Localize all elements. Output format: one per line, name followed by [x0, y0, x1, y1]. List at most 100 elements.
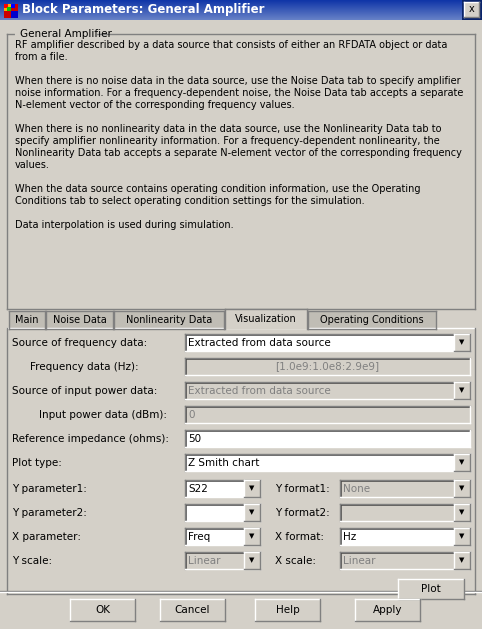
Text: RF amplifier described by a data source that consists of either an RFDATA object: RF amplifier described by a data source …: [15, 40, 447, 50]
Bar: [185, 504, 260, 521]
Bar: [464, 2, 479, 17]
Bar: [340, 504, 470, 521]
Bar: [0, 12, 462, 13]
Bar: [0, 8, 462, 9]
Bar: [4, 4, 8, 8]
Text: When the data source contains operating condition information, use the Operating: When the data source contains operating …: [15, 184, 420, 194]
Text: Y format2:: Y format2:: [275, 508, 330, 518]
Bar: [225, 309, 307, 329]
Text: Nonlinearity Data tab accepts a separate N-element vector of the corresponding f: Nonlinearity Data tab accepts a separate…: [15, 148, 462, 158]
Bar: [185, 334, 470, 351]
Text: Source of frequency data:: Source of frequency data:: [12, 338, 147, 348]
Text: ▼: ▼: [249, 509, 254, 516]
Bar: [185, 552, 260, 569]
Text: Cancel: Cancel: [175, 605, 210, 615]
Text: When there is no noise data in the data source, use the Noise Data tab to specif: When there is no noise data in the data …: [15, 76, 461, 86]
Text: Extracted from data source: Extracted from data source: [188, 338, 331, 347]
Text: Frequency data (Hz):: Frequency data (Hz):: [30, 362, 139, 372]
Text: values.: values.: [15, 160, 50, 170]
Bar: [454, 552, 470, 569]
Bar: [0, 7, 462, 8]
Bar: [4, 4, 18, 18]
Bar: [0, 6, 462, 7]
Text: Y format1:: Y format1:: [275, 484, 330, 494]
Text: specify amplifier nonlinearity information. For a frequency-dependent nonlineari: specify amplifier nonlinearity informati…: [15, 136, 440, 146]
Text: from a file.: from a file.: [15, 52, 67, 62]
Text: 0: 0: [188, 409, 195, 420]
Text: 50: 50: [188, 433, 201, 443]
Bar: [7, 328, 475, 595]
Text: Reference impedance (ohms):: Reference impedance (ohms):: [12, 434, 169, 444]
Text: ▼: ▼: [459, 460, 465, 465]
Bar: [454, 454, 470, 471]
Text: N-element vector of the corresponding frequency values.: N-element vector of the corresponding fr…: [15, 100, 295, 110]
Bar: [454, 334, 470, 351]
Bar: [454, 528, 470, 545]
Bar: [0, 14, 462, 15]
Text: X format:: X format:: [275, 532, 324, 542]
Bar: [11, 4, 15, 8]
Text: Nonlinearity Data: Nonlinearity Data: [126, 315, 212, 325]
Bar: [255, 599, 320, 621]
Text: ▼: ▼: [459, 340, 465, 345]
Text: Z Smith chart: Z Smith chart: [188, 457, 259, 467]
Bar: [0, 10, 462, 11]
Text: Main: Main: [15, 315, 39, 325]
Bar: [185, 358, 470, 375]
Bar: [340, 552, 470, 569]
Text: Data interpolation is used during simulation.: Data interpolation is used during simula…: [15, 220, 234, 230]
Text: x: x: [469, 4, 474, 14]
Bar: [0, 2, 462, 3]
Text: S22: S22: [188, 484, 208, 494]
Bar: [0, 1, 462, 2]
Bar: [0, 19, 462, 20]
Text: Source of input power data:: Source of input power data:: [12, 386, 158, 396]
Text: Plot type:: Plot type:: [12, 458, 62, 468]
Text: Y parameter2:: Y parameter2:: [12, 508, 87, 518]
Bar: [11, 11, 18, 18]
Bar: [185, 406, 470, 423]
Bar: [244, 504, 260, 521]
Text: Linear: Linear: [188, 555, 220, 565]
Text: Extracted from data source: Extracted from data source: [188, 386, 331, 396]
Text: OK: OK: [95, 605, 110, 615]
Text: Operating Conditions: Operating Conditions: [320, 315, 424, 325]
Bar: [0, 16, 462, 17]
Bar: [244, 480, 260, 497]
Text: Input power data (dBm):: Input power data (dBm):: [39, 410, 167, 420]
Bar: [4, 4, 11, 11]
Bar: [0, 15, 462, 16]
Text: Conditions tab to select operating condition settings for the simulation.: Conditions tab to select operating condi…: [15, 196, 364, 206]
Bar: [244, 552, 260, 569]
Bar: [0, 17, 462, 18]
Bar: [454, 480, 470, 497]
Text: [1.0e9:1.0e8:2.9e9]: [1.0e9:1.0e8:2.9e9]: [275, 362, 379, 372]
Text: Y parameter1:: Y parameter1:: [12, 484, 87, 494]
Bar: [0, 4, 462, 5]
Bar: [355, 599, 420, 621]
Text: ▼: ▼: [249, 533, 254, 540]
Text: Y scale:: Y scale:: [12, 556, 52, 566]
Text: ▼: ▼: [459, 387, 465, 394]
Bar: [0, 0, 462, 1]
Bar: [4, 4, 11, 11]
Text: General Amplifier: General Amplifier: [20, 29, 112, 39]
Bar: [0, 13, 462, 14]
Text: ▼: ▼: [249, 557, 254, 564]
Bar: [0, 5, 462, 6]
Text: ▼: ▼: [459, 533, 465, 540]
Bar: [0, 18, 462, 19]
Bar: [114, 311, 224, 329]
Bar: [185, 382, 470, 399]
Bar: [185, 430, 470, 447]
Bar: [308, 311, 436, 329]
Text: Apply: Apply: [373, 605, 402, 615]
Bar: [454, 504, 470, 521]
Bar: [160, 599, 225, 621]
Bar: [46, 311, 113, 329]
Text: None: None: [343, 484, 370, 494]
Text: ▼: ▼: [459, 557, 465, 564]
Text: ▼: ▼: [459, 486, 465, 491]
Text: noise information. For a frequency-dependent noise, the Noise Data tab accepts a: noise information. For a frequency-depen…: [15, 88, 463, 98]
Bar: [244, 528, 260, 545]
